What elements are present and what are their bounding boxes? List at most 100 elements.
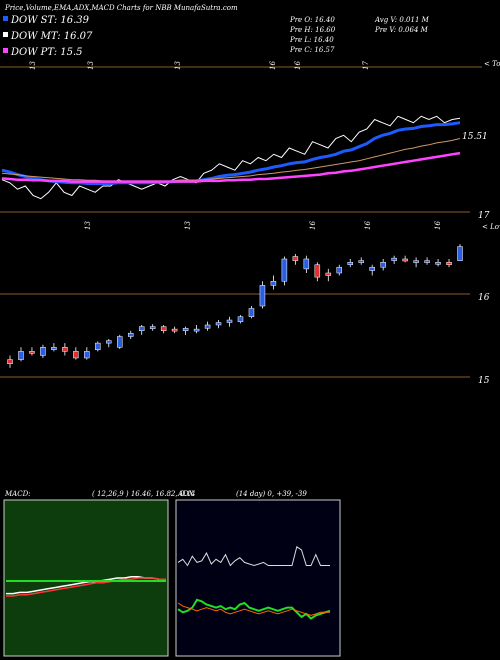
candle [237,315,244,324]
tops-label: < Tops [484,60,500,68]
ohlc-avg-volume: Avg V: 0.011 M [374,16,430,24]
candle-body [248,308,255,317]
candle-body [292,256,299,261]
candle-body [435,262,441,265]
candle-body [391,257,397,261]
candle [226,316,233,327]
candle [62,343,68,356]
lows-label: < Lows [482,223,500,231]
candle-body [457,246,463,261]
candle-body [40,347,46,356]
candle [303,255,310,273]
price-ema-panel: < Tops 15.51 17 13 13 13 16 16 17 [0,60,500,221]
date-tick: 16 [364,221,372,230]
ohlc-info: Pre O: 16.40 Pre H: 16.60 Pre L: 16.40 P… [289,16,430,54]
candle-body [325,272,332,276]
legend-swatch-mt [3,32,8,37]
macd-params: ( 12,26,9 ) 16.46, 16.82, 0.14 [92,490,195,498]
candle-body [117,336,123,348]
candle-body [347,262,353,265]
panel1-bottom-label: 17 [478,211,490,221]
candle [7,355,13,368]
candle [424,257,430,265]
date-tick: 13 [84,221,92,230]
adx-upper [177,545,330,567]
candle [347,258,353,268]
candle-body [95,342,101,350]
candle-body [204,324,211,329]
candle [215,320,222,329]
candle [446,258,452,268]
ohlc-pre-volume: Pre V: 0.064 M [374,26,429,34]
candle-body [446,262,452,265]
candle [193,324,200,334]
candle-body [358,260,364,263]
candle-body [182,328,189,331]
candle [106,339,112,348]
candle-body [73,351,79,359]
date-tick: 13 [174,61,182,70]
adx-panel: ADX (14 day) 0, +39, -39 [175,490,341,657]
candle [259,281,266,309]
legend: DOW ST: 16.39 DOW MT: 16.07 DOW PT: 15.5 [3,15,93,58]
date-tick: 16 [309,221,317,230]
candle [149,324,156,331]
macd-line [6,576,166,595]
candle [182,326,189,335]
level-16-label: 16 [478,293,490,303]
candle [127,330,134,339]
adx-params: (14 day) 0, +39, -39 [236,490,307,498]
candle-body [149,326,156,329]
candle-body [171,328,178,332]
candle [117,334,123,349]
candle [402,255,408,263]
date-tick: 16 [269,61,277,70]
candle-body [18,351,24,360]
candle-body [303,258,310,270]
macd-title: MACD: [4,490,31,498]
ohlc-close: Pre C: 16.57 [289,46,335,54]
candle-body [215,322,222,326]
candle-body [193,328,200,332]
date-tick: 17 [362,61,370,70]
ohlc-open: Pre O: 16.40 [289,16,335,24]
candle-body [7,359,13,364]
candle [204,321,211,331]
candle [73,347,79,360]
candle [358,257,364,265]
candle-body [402,258,408,262]
price-level-label: 15.51 [462,132,488,142]
candle [29,347,35,356]
legend-dow-pt: DOW PT: 15.5 [10,47,83,58]
adx-line [177,602,330,616]
chart-title: Price,Volume,EMA,ADX,MACD Charts for NBB… [4,4,238,12]
candle [336,264,343,276]
price-line [1,115,461,200]
level-15-label: 15 [478,376,490,386]
candle [457,244,463,261]
candle-body [226,319,233,323]
adx-lower [177,598,331,620]
candle-body [380,262,386,268]
legend-swatch-st [3,16,8,21]
candle-body [237,316,244,322]
candle [325,268,332,282]
candle [84,347,90,360]
candle [40,344,46,358]
candle-body [314,264,321,278]
candle-body [270,281,277,286]
candle [281,256,288,286]
candle-body [127,332,134,337]
date-tick: 16 [294,61,302,70]
candle [51,343,57,352]
candle-body [336,266,343,274]
candle-body [281,258,288,282]
candle [369,264,375,276]
candle [138,324,145,335]
candle-body [62,347,68,352]
date-tick: 13 [87,61,95,70]
adx-box [175,499,341,657]
date-tick: 13 [184,221,192,230]
candle [270,275,277,290]
candle-body [160,326,167,331]
